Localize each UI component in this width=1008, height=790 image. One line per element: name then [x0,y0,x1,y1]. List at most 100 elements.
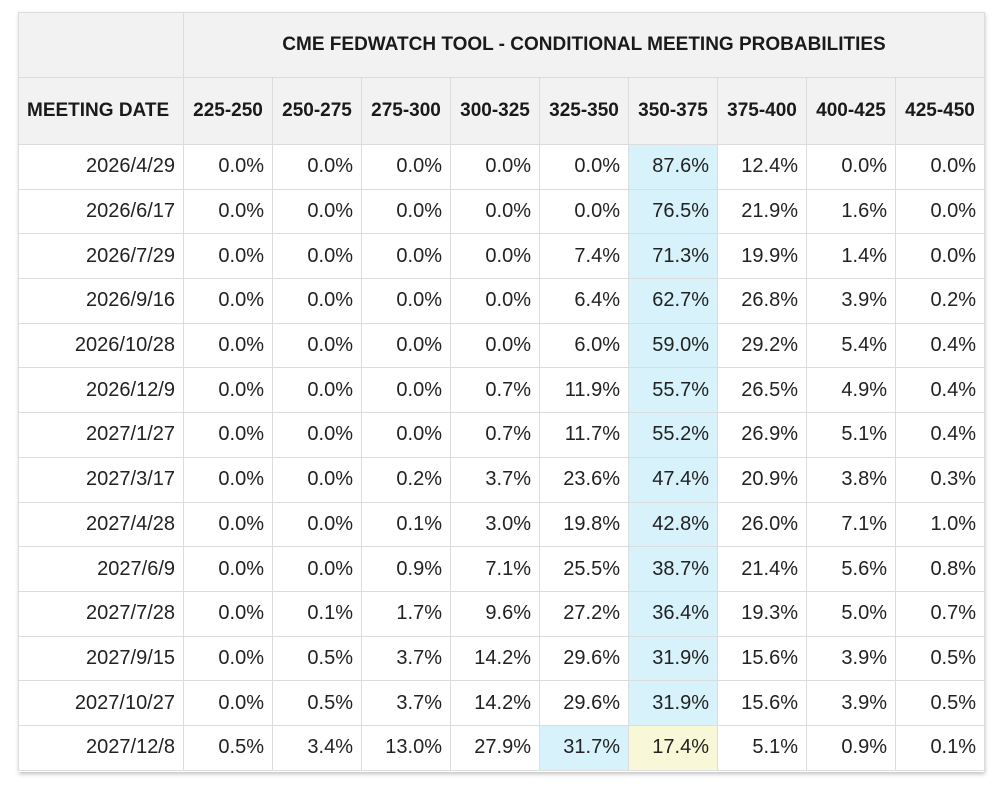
probability-cell: 0.4% [894,412,986,458]
rate-range-header: 350-375 [628,77,718,145]
probability-cell: 3.7% [361,635,451,682]
probability-cell: 15.6% [717,680,807,726]
rate-range-header: 250-275 [272,77,362,145]
table-body: 2026/4/29 0.0% 0.0% 0.0% 0.0% 0.0% 87.6% 12.4% 0… [18,144,986,771]
probability-cell: 3.7% [450,456,540,503]
probability-cell: 0.0% [450,188,540,235]
probability-cell: 0.0% [183,144,273,190]
probability-cell: 0.0% [183,412,273,458]
probability-cell: 0.0% [183,367,273,414]
probability-cell: 0.0% [806,144,896,190]
probability-cell: 27.2% [539,590,629,637]
probability-cell: 11.9% [539,367,629,414]
table-row: 2027/3/17 0.0% 0.0% 0.2% 3.7% 23.6% 47.4% 20.9%… [18,456,986,503]
probability-cell: 0.1% [361,501,451,548]
probability-cell: 0.0% [183,233,273,280]
meeting-date-cell: 2026/7/29 [18,233,184,280]
probability-cell: 36.4% [628,590,718,637]
probability-cell: 1.0% [894,501,986,548]
probability-cell: 0.0% [450,233,540,280]
table-row: 2026/6/17 0.0% 0.0% 0.0% 0.0% 0.0% 76.5% 21.9% 1… [18,188,986,235]
probability-cell: 4.9% [806,367,896,414]
probability-cell: 0.0% [361,233,451,280]
table-row: 2027/1/27 0.0% 0.0% 0.0% 0.7% 11.7% 55.2% 26.9%… [18,412,986,458]
meeting-date-cell: 2027/6/9 [18,546,184,592]
probability-cell: 0.0% [272,188,362,235]
probability-cell: 0.0% [894,188,986,235]
probability-cell: 0.0% [272,322,362,369]
probability-cell: 7.4% [539,233,629,280]
probability-cell: 29.2% [717,322,807,369]
probability-cell: 0.0% [272,456,362,503]
rate-range-header: 225-250 [183,77,273,145]
probability-cell: 6.0% [539,322,629,369]
probability-cell: 0.0% [894,144,986,190]
corner-cell [18,12,184,78]
probability-cell: 25.5% [539,546,629,592]
probability-cell: 1.7% [361,590,451,637]
meeting-date-cell: 2027/4/28 [18,501,184,548]
probability-cell: 29.6% [539,635,629,682]
probability-cell: 0.2% [894,278,986,324]
probability-cell: 3.9% [806,278,896,324]
probability-cell: 19.8% [539,501,629,548]
rate-range-header: 300-325 [450,77,540,145]
rate-range-header: 275-300 [361,77,451,145]
probability-cell: 3.4% [272,724,362,771]
probability-cell: 20.9% [717,456,807,503]
meeting-date-cell: 2027/1/27 [18,412,184,458]
probability-cell: 15.6% [717,635,807,682]
probability-cell: 0.0% [183,278,273,324]
probability-cell: 5.0% [806,590,896,637]
probability-cell: 3.7% [361,680,451,726]
meeting-date-cell: 2027/3/17 [18,456,184,503]
probability-cell: 6.4% [539,278,629,324]
probability-cell: 0.0% [539,188,629,235]
probability-cell: 26.5% [717,367,807,414]
probability-cell: 0.8% [894,546,986,592]
probability-cell: 0.0% [361,188,451,235]
table-row: 2027/6/9 0.0% 0.0% 0.9% 7.1% 25.5% 38.7% 21.4% 5… [18,546,986,592]
meeting-date-cell: 2027/9/15 [18,635,184,682]
probability-cell: 0.0% [361,278,451,324]
meeting-date-cell: 2026/6/17 [18,188,184,235]
table-row: 2026/10/28 0.0% 0.0% 0.0% 0.0% 6.0% 59.0% 29.2%… [18,322,986,369]
probability-cell: 27.9% [450,724,540,771]
probability-cell: 59.0% [628,322,718,369]
probability-cell: 55.2% [628,412,718,458]
probability-cell: 0.9% [806,724,896,771]
probability-cell: 26.8% [717,278,807,324]
probability-cell: 0.0% [450,144,540,190]
probability-cell: 0.0% [272,233,362,280]
probability-cell: 0.0% [272,278,362,324]
probability-cell: 12.4% [717,144,807,190]
meeting-date-cell: 2026/10/28 [18,322,184,369]
rate-range-header: 375-400 [717,77,807,145]
probability-cell: 71.3% [628,233,718,280]
probability-cell: 5.1% [717,724,807,771]
probability-cell: 0.5% [183,724,273,771]
probability-cell: 0.0% [183,501,273,548]
probability-cell: 7.1% [806,501,896,548]
fedwatch-table-frame: CME FEDWATCH TOOL - CONDITIONAL MEETING … [18,12,986,772]
probability-cell: 0.0% [183,590,273,637]
table-title: CME FEDWATCH TOOL - CONDITIONAL MEETING … [182,12,986,78]
probability-cell: 3.8% [806,456,896,503]
probability-cell: 0.0% [272,501,362,548]
probability-cell: 3.0% [450,501,540,548]
probability-cell: 0.5% [272,680,362,726]
probability-cell: 14.2% [450,635,540,682]
meeting-date-cell: 2026/12/9 [18,367,184,414]
probability-cell: 21.9% [717,188,807,235]
probability-cell: 0.0% [272,546,362,592]
probability-cell: 76.5% [628,188,718,235]
probability-cell: 0.4% [894,367,986,414]
meeting-date-cell: 2026/4/29 [18,144,184,190]
probability-cell: 17.4% [628,724,718,771]
probability-cell: 5.4% [806,322,896,369]
probability-cell: 0.0% [183,635,273,682]
probability-cell: 0.5% [272,635,362,682]
probability-cell: 0.0% [450,278,540,324]
probability-cell: 0.5% [894,635,986,682]
probability-cell: 0.1% [272,590,362,637]
